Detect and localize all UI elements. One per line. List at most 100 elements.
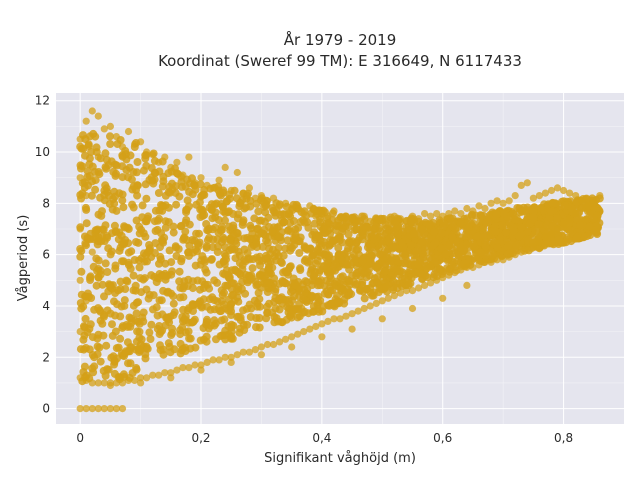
data-point bbox=[91, 176, 100, 185]
data-point bbox=[96, 357, 105, 366]
data-point bbox=[271, 285, 280, 294]
data-point bbox=[300, 218, 309, 227]
data-point bbox=[202, 242, 211, 251]
data-point bbox=[120, 223, 129, 232]
data-point bbox=[265, 244, 274, 253]
data-point bbox=[76, 245, 85, 253]
x-tick-label: 0,4 bbox=[312, 431, 331, 445]
data-point bbox=[248, 264, 257, 273]
data-point bbox=[423, 273, 432, 282]
data-point bbox=[378, 315, 386, 323]
y-tick-label: 8 bbox=[42, 196, 50, 210]
data-point bbox=[133, 158, 142, 166]
data-point bbox=[286, 309, 295, 318]
data-point bbox=[101, 221, 110, 230]
x-axis-label: Signifikant våghöjd (m) bbox=[264, 451, 416, 466]
data-point bbox=[107, 247, 116, 256]
data-point bbox=[123, 277, 132, 286]
y-tick-label: 6 bbox=[42, 248, 50, 262]
data-point bbox=[565, 226, 574, 235]
data-point bbox=[372, 263, 381, 272]
data-point bbox=[382, 283, 391, 291]
data-point bbox=[76, 328, 84, 336]
data-point bbox=[118, 162, 127, 171]
data-point bbox=[161, 272, 170, 281]
data-point bbox=[276, 202, 284, 210]
data-point bbox=[178, 323, 187, 332]
x-axis-ticks: 0 0,2 0,4 0,6 0,8 bbox=[76, 431, 573, 445]
data-point bbox=[547, 230, 556, 238]
data-point bbox=[82, 219, 91, 228]
data-point bbox=[256, 261, 264, 270]
data-point bbox=[354, 217, 362, 225]
data-point bbox=[418, 225, 427, 234]
data-point bbox=[318, 320, 326, 328]
data-point bbox=[279, 268, 288, 277]
data-point bbox=[157, 201, 165, 209]
data-point bbox=[390, 212, 398, 220]
data-point bbox=[307, 291, 316, 300]
data-point bbox=[130, 256, 139, 264]
data-point bbox=[294, 202, 302, 210]
data-point bbox=[155, 371, 163, 379]
data-point bbox=[384, 220, 392, 228]
data-point bbox=[378, 240, 386, 248]
data-point bbox=[250, 214, 259, 223]
data-point bbox=[103, 365, 112, 374]
data-point bbox=[142, 194, 151, 203]
data-point bbox=[233, 351, 241, 359]
data-point bbox=[82, 192, 90, 200]
data-point bbox=[168, 185, 177, 194]
data-point bbox=[319, 262, 328, 271]
data-point bbox=[510, 227, 518, 236]
data-point bbox=[147, 271, 156, 280]
data-point bbox=[368, 243, 377, 252]
data-point bbox=[82, 376, 90, 384]
data-point bbox=[401, 259, 409, 268]
data-point bbox=[348, 271, 357, 280]
data-point bbox=[358, 257, 367, 266]
data-point bbox=[177, 257, 186, 266]
data-point bbox=[408, 287, 417, 295]
data-point bbox=[456, 243, 465, 252]
data-point bbox=[137, 379, 145, 387]
data-point bbox=[106, 405, 114, 413]
data-point bbox=[553, 225, 562, 233]
data-point bbox=[179, 364, 187, 372]
data-point bbox=[330, 207, 338, 215]
x-tick-label: 0 bbox=[76, 431, 84, 445]
data-point bbox=[109, 167, 118, 176]
data-point bbox=[93, 342, 102, 351]
data-point bbox=[268, 204, 277, 212]
data-point bbox=[347, 290, 356, 299]
data-point bbox=[102, 164, 111, 173]
data-point bbox=[173, 158, 181, 166]
data-point bbox=[111, 227, 120, 236]
data-point bbox=[197, 174, 205, 182]
data-point bbox=[101, 259, 110, 268]
data-point bbox=[295, 287, 304, 296]
data-point bbox=[149, 151, 157, 159]
data-point bbox=[94, 112, 102, 120]
data-point bbox=[117, 231, 126, 240]
data-point bbox=[309, 250, 318, 259]
data-point bbox=[185, 220, 194, 229]
data-point bbox=[139, 275, 148, 284]
data-point bbox=[294, 330, 302, 338]
data-point bbox=[191, 261, 200, 270]
data-point bbox=[239, 189, 247, 197]
data-point bbox=[221, 243, 230, 252]
data-point bbox=[264, 213, 273, 222]
data-point bbox=[126, 343, 135, 352]
data-point bbox=[330, 315, 338, 323]
data-point bbox=[176, 339, 185, 348]
data-point bbox=[159, 172, 168, 181]
data-point bbox=[226, 233, 235, 242]
data-point bbox=[221, 216, 229, 225]
data-point bbox=[168, 267, 176, 276]
data-point bbox=[124, 127, 133, 136]
data-point bbox=[354, 245, 363, 253]
data-point bbox=[83, 173, 92, 181]
data-point bbox=[170, 308, 179, 317]
data-point bbox=[180, 282, 189, 291]
